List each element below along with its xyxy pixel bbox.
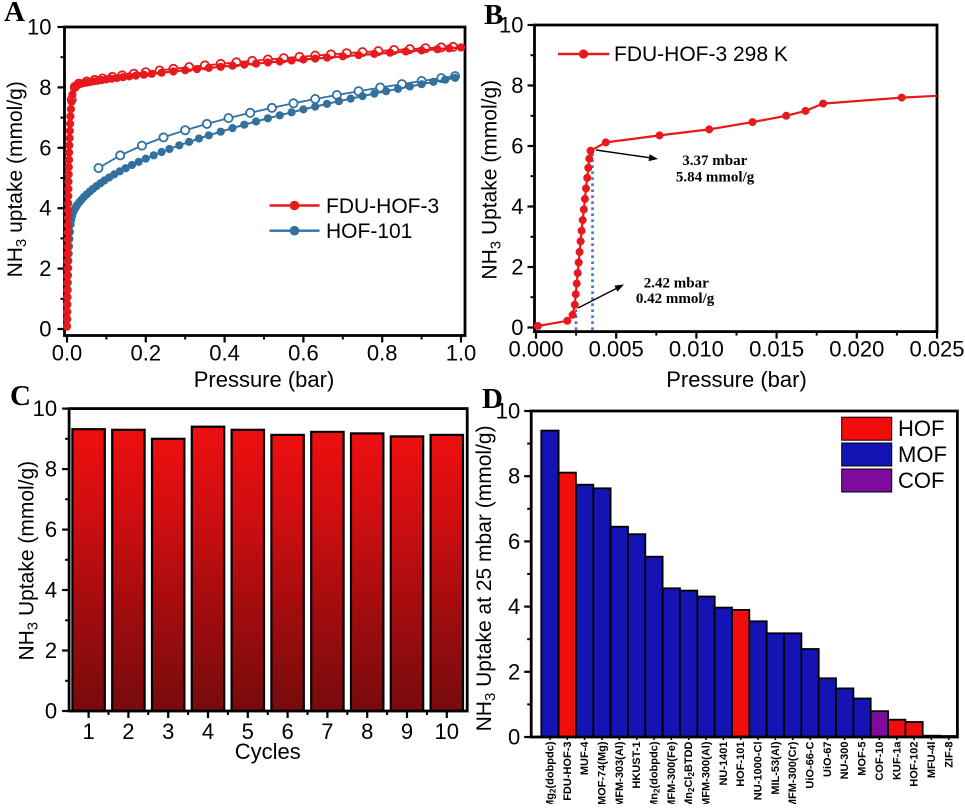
svg-text:0.8: 0.8	[367, 341, 398, 366]
svg-text:0.005: 0.005	[589, 337, 644, 362]
svg-text:MUF-4: MUF-4	[579, 741, 591, 775]
svg-text:0.0: 0.0	[52, 341, 83, 366]
svg-text:4: 4	[45, 578, 57, 603]
svg-text:NU-1000-Cl: NU-1000-Cl	[753, 742, 765, 801]
svg-text:10: 10	[496, 399, 520, 424]
svg-text:0.42 mmol/g: 0.42 mmol/g	[636, 291, 715, 307]
svg-text:UiO-67: UiO-67	[822, 742, 834, 777]
svg-text:D: D	[482, 383, 503, 415]
svg-text:0: 0	[511, 315, 523, 340]
svg-text:2: 2	[45, 638, 57, 663]
svg-text:0: 0	[508, 725, 520, 750]
svg-text:MOF: MOF	[898, 442, 947, 467]
svg-text:10: 10	[33, 396, 57, 421]
svg-text:5: 5	[242, 719, 254, 744]
svg-text:4: 4	[508, 594, 520, 619]
svg-text:6: 6	[39, 135, 51, 160]
svg-text:MFU-4l: MFU-4l	[926, 742, 938, 779]
svg-text:2.42 mbar: 2.42 mbar	[644, 275, 709, 291]
svg-text:FDU-HOF-3 298 K: FDU-HOF-3 298 K	[614, 43, 788, 66]
svg-text:0: 0	[45, 699, 57, 724]
svg-text:NU-300: NU-300	[839, 742, 851, 780]
svg-text:A: A	[4, 0, 25, 28]
svg-text:COF: COF	[898, 468, 944, 493]
svg-text:NH3​ Uptake (mmol/g): NH3​ Uptake (mmol/g)	[479, 80, 505, 280]
svg-text:4: 4	[511, 194, 523, 219]
svg-text:HOF-101: HOF-101	[735, 742, 747, 787]
svg-text:HOF-101: HOF-101	[326, 220, 412, 243]
svg-text:6: 6	[508, 529, 520, 554]
svg-text:0.010: 0.010	[669, 337, 724, 362]
svg-text:MIL-53(Al): MIL-53(Al)	[770, 741, 782, 795]
svg-text:2: 2	[508, 659, 520, 684]
svg-text:HOF-102: HOF-102	[909, 742, 921, 787]
svg-text:10: 10	[499, 13, 523, 38]
svg-text:FDU-HOF-3: FDU-HOF-3	[326, 195, 439, 218]
svg-text:KUF-1a: KUF-1a	[891, 741, 903, 780]
svg-text:NU-1401: NU-1401	[718, 742, 730, 786]
svg-text:Pressure (bar): Pressure (bar)	[194, 367, 335, 392]
svg-text:9: 9	[401, 719, 413, 744]
svg-text:7: 7	[321, 719, 333, 744]
svg-text:ZIF-8: ZIF-8	[943, 742, 955, 768]
svg-text:NH3​ Uptake at 25 mbar (mmol/g: NH3​ Uptake at 25 mbar (mmol/g)	[473, 425, 499, 731]
svg-text:8: 8	[45, 457, 57, 482]
svg-text:1.0: 1.0	[446, 341, 477, 366]
svg-text:MFM-303(Al): MFM-303(Al)	[614, 741, 626, 804]
svg-text:8: 8	[508, 464, 520, 489]
svg-text:1: 1	[82, 719, 94, 744]
svg-text:8: 8	[39, 75, 51, 100]
svg-text:Mn2​Cl2​BTDD: Mn2​Cl2​BTDD	[683, 741, 696, 804]
svg-text:0.6: 0.6	[288, 341, 319, 366]
svg-text:4: 4	[39, 196, 51, 221]
svg-text:8: 8	[511, 73, 523, 98]
svg-text:6: 6	[511, 134, 523, 159]
svg-text:2: 2	[39, 256, 51, 281]
svg-text:COF-10: COF-10	[874, 742, 886, 781]
svg-text:0.015: 0.015	[749, 337, 804, 362]
svg-text:6: 6	[45, 517, 57, 542]
svg-text:10: 10	[27, 15, 51, 40]
svg-text:2: 2	[511, 255, 523, 280]
svg-text:MFM-300(Cr): MFM-300(Cr)	[787, 741, 799, 804]
svg-text:0.020: 0.020	[829, 337, 884, 362]
svg-text:2: 2	[122, 719, 134, 744]
svg-text:0: 0	[39, 317, 51, 342]
svg-text:3: 3	[162, 719, 174, 744]
svg-text:0.025: 0.025	[909, 337, 964, 362]
svg-text:HOF: HOF	[898, 416, 944, 441]
svg-text:B: B	[484, 0, 503, 31]
svg-text:MOF-74(Mg): MOF-74(Mg)	[597, 741, 609, 804]
svg-text:HKUST-1: HKUST-1	[631, 742, 643, 789]
svg-text:NH3​ Uptake (mmol/g): NH3​ Uptake (mmol/g)	[16, 461, 42, 661]
svg-text:8: 8	[361, 719, 373, 744]
svg-text:4: 4	[202, 719, 214, 744]
svg-text:NH3​ uptake (mmol/g): NH3​ uptake (mmol/g)	[4, 81, 30, 277]
svg-text:UiO-66-C: UiO-66-C	[805, 741, 817, 788]
svg-text:Cycles: Cycles	[235, 739, 301, 764]
svg-text:0.000: 0.000	[508, 337, 563, 362]
svg-text:10: 10	[435, 719, 459, 744]
svg-text:C: C	[10, 380, 31, 412]
svg-text:Mn2​(dobpdc): Mn2​(dobpdc)	[649, 741, 662, 804]
svg-text:MFM-300(Fe): MFM-300(Fe)	[666, 741, 678, 804]
svg-text:Mg2​(dobpdc): Mg2​(dobpdc)	[545, 741, 558, 804]
svg-text:0.4: 0.4	[209, 341, 240, 366]
svg-text:Pressure (bar): Pressure (bar)	[666, 367, 807, 392]
svg-text:3.37 mbar: 3.37 mbar	[682, 153, 747, 169]
svg-text:MOF-5: MOF-5	[857, 742, 869, 776]
svg-text:6: 6	[281, 719, 293, 744]
svg-text:FDU-HOF-3: FDU-HOF-3	[562, 742, 574, 801]
svg-text:5.84 mmol/g: 5.84 mmol/g	[676, 170, 755, 186]
svg-text:MFM-300(Al): MFM-300(Al)	[701, 741, 713, 804]
svg-text:0.2: 0.2	[131, 341, 162, 366]
